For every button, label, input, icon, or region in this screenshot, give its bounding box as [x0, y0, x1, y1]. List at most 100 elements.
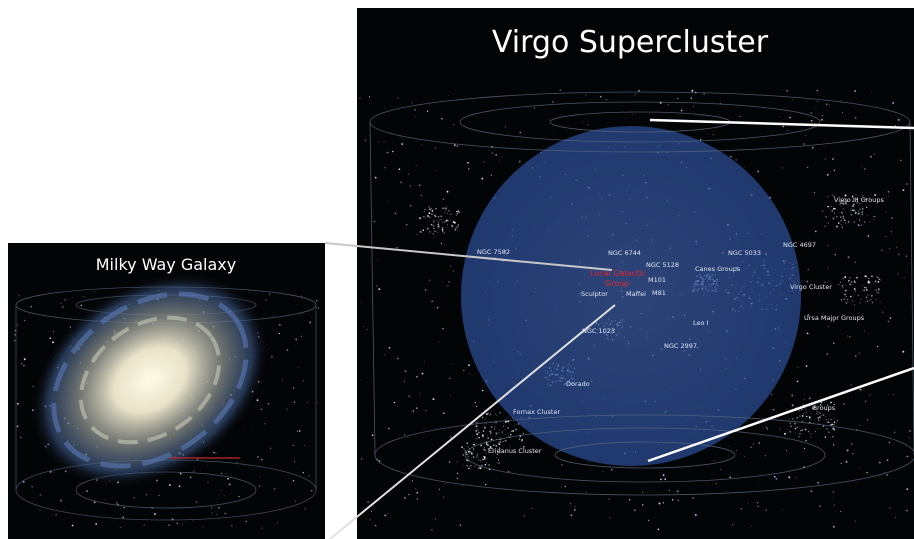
star — [836, 216, 838, 218]
star — [884, 472, 885, 473]
star — [664, 478, 667, 481]
label: Eridanus Cluster — [488, 447, 542, 455]
star — [840, 216, 842, 218]
star — [805, 439, 807, 442]
star — [804, 447, 806, 450]
star — [715, 483, 717, 485]
star — [905, 509, 908, 512]
star — [850, 281, 853, 283]
star — [213, 451, 215, 454]
star — [867, 294, 869, 296]
star — [442, 281, 443, 283]
star — [730, 156, 732, 158]
star — [766, 428, 768, 430]
star — [859, 302, 861, 304]
star — [495, 432, 498, 435]
star — [703, 93, 705, 95]
star — [648, 519, 650, 522]
star — [858, 202, 861, 205]
star — [39, 494, 42, 496]
star — [859, 212, 860, 214]
star — [796, 426, 799, 428]
star — [808, 416, 811, 419]
star — [841, 112, 843, 114]
star — [434, 170, 436, 172]
star — [507, 427, 509, 429]
star — [434, 230, 436, 233]
star — [798, 435, 800, 438]
star — [427, 215, 429, 217]
label: Maffei — [626, 290, 646, 298]
star — [397, 97, 399, 99]
star — [437, 216, 440, 218]
star — [202, 526, 204, 528]
star — [462, 484, 463, 486]
cylinder-wireframe — [369, 91, 914, 496]
star — [441, 207, 444, 209]
star — [826, 173, 829, 176]
star — [415, 116, 417, 117]
star — [832, 158, 834, 160]
star — [497, 443, 499, 445]
star — [490, 426, 493, 428]
star — [507, 436, 509, 437]
star — [404, 370, 407, 373]
label: Fornax Cluster — [513, 408, 560, 416]
star — [518, 438, 521, 440]
star — [846, 200, 849, 203]
star — [384, 107, 386, 109]
star — [677, 97, 679, 99]
star — [476, 437, 478, 439]
star — [471, 457, 473, 459]
star — [887, 191, 890, 193]
star — [784, 432, 786, 435]
star — [850, 295, 852, 298]
star — [270, 447, 272, 449]
label: Ursa Major Groups — [804, 314, 865, 322]
star — [520, 439, 523, 442]
star — [692, 497, 694, 499]
star — [502, 425, 505, 427]
star — [864, 168, 866, 170]
label: NGC 5033 — [728, 249, 761, 257]
star — [481, 434, 484, 436]
star — [874, 215, 876, 218]
star — [843, 403, 845, 405]
star — [789, 430, 791, 433]
star — [813, 191, 815, 194]
star — [852, 284, 853, 286]
star — [428, 279, 431, 282]
star — [55, 514, 57, 516]
star — [894, 517, 896, 519]
star — [223, 495, 225, 497]
star — [416, 498, 419, 500]
star — [501, 156, 503, 158]
star — [408, 493, 410, 496]
star — [80, 304, 83, 307]
star — [154, 513, 156, 516]
star — [836, 419, 839, 422]
star — [889, 248, 890, 249]
star — [676, 490, 679, 493]
star — [828, 431, 830, 433]
star — [82, 492, 83, 494]
star — [388, 427, 390, 430]
star — [817, 414, 818, 415]
star — [847, 256, 850, 259]
star — [377, 258, 378, 260]
star — [870, 275, 873, 278]
star — [779, 428, 781, 429]
star — [844, 276, 847, 279]
star — [447, 213, 449, 214]
star — [404, 497, 406, 499]
star — [478, 431, 480, 434]
star — [757, 484, 759, 486]
star — [484, 418, 486, 420]
star — [864, 330, 866, 332]
star — [862, 195, 864, 197]
star — [770, 393, 773, 396]
star — [456, 461, 458, 463]
star — [843, 208, 844, 210]
star — [824, 225, 826, 227]
